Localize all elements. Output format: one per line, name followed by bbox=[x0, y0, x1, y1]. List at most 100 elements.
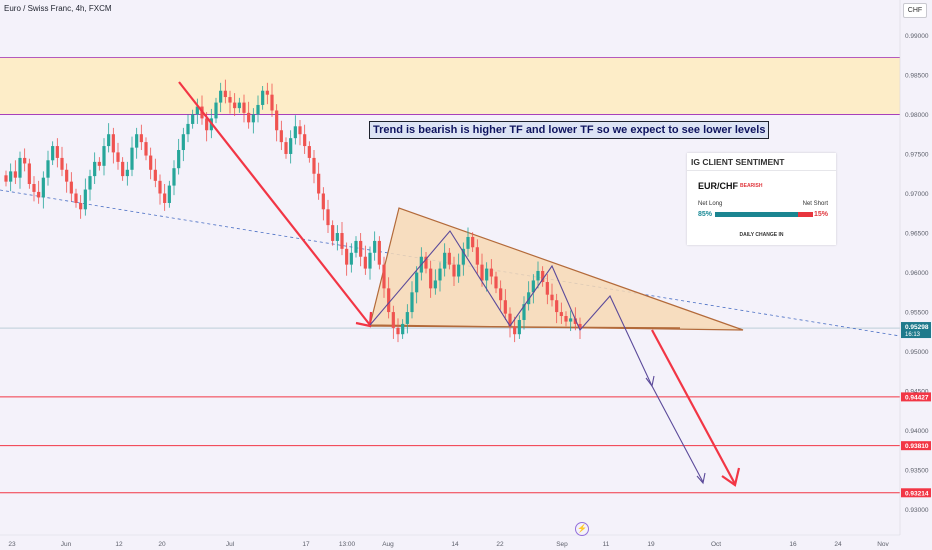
candle-body bbox=[112, 134, 115, 152]
candle-body bbox=[480, 265, 483, 281]
candle-body bbox=[452, 265, 455, 277]
price-label-countdown: 16:13 bbox=[905, 332, 921, 338]
candle-body bbox=[354, 241, 357, 253]
candle-body bbox=[294, 126, 297, 138]
candle-body bbox=[490, 269, 493, 277]
x-tick-label: Oct bbox=[711, 541, 721, 548]
candle-body bbox=[219, 91, 222, 103]
candle-body bbox=[499, 288, 502, 300]
candle-body bbox=[308, 146, 311, 158]
candle-body bbox=[228, 97, 231, 103]
candle-body bbox=[289, 138, 292, 154]
y-tick-label: 0.96500 bbox=[905, 231, 929, 238]
candle-body bbox=[382, 265, 385, 289]
candle-body bbox=[28, 163, 31, 184]
x-tick-label: 19 bbox=[647, 541, 655, 548]
candle-body bbox=[555, 300, 558, 312]
price-label: 0.93810 bbox=[901, 441, 931, 450]
net-long-label: Net Long bbox=[698, 201, 722, 207]
candle-body bbox=[224, 91, 227, 97]
x-tick-label: Sep bbox=[556, 541, 568, 548]
candle-body bbox=[65, 170, 68, 182]
candle-body bbox=[46, 160, 49, 177]
candle-body bbox=[79, 203, 82, 209]
candle-body bbox=[23, 158, 26, 164]
candle-body bbox=[429, 269, 432, 289]
annotation-text-box[interactable]: Trend is bearish is higher TF and lower … bbox=[369, 121, 769, 139]
x-tick-label: 13:00 bbox=[339, 541, 356, 548]
candle-body bbox=[378, 241, 381, 265]
x-tick-label: 12 bbox=[115, 541, 123, 548]
candle-body bbox=[550, 295, 553, 301]
candle-body bbox=[434, 280, 437, 288]
candle-body bbox=[485, 269, 488, 281]
candle-body bbox=[476, 247, 479, 264]
candle-body bbox=[60, 158, 63, 170]
y-tick-label: 0.97000 bbox=[905, 191, 929, 198]
flash-icon[interactable]: ⚡ bbox=[575, 522, 589, 536]
candle-body bbox=[182, 134, 185, 150]
candle-body bbox=[373, 241, 376, 253]
candle-body bbox=[466, 237, 469, 249]
candle-body bbox=[270, 95, 273, 111]
candle-body bbox=[546, 282, 549, 295]
candle-body bbox=[392, 312, 395, 328]
candle-body bbox=[135, 134, 138, 147]
y-tick-label: 0.96000 bbox=[905, 270, 929, 277]
candle-body bbox=[261, 91, 264, 105]
candle-body bbox=[149, 156, 152, 170]
candle-body bbox=[102, 146, 105, 166]
candle-body bbox=[107, 134, 110, 146]
candle-body bbox=[345, 249, 348, 265]
daily-change-link[interactable]: DAILY CHANGE IN bbox=[687, 232, 836, 238]
x-tick-label: 11 bbox=[603, 541, 610, 548]
candle-body bbox=[536, 271, 539, 280]
candle-body bbox=[37, 192, 40, 198]
chart-title: Euro / Swiss Franc, 4h, FXCM bbox=[4, 4, 112, 13]
candle-body bbox=[172, 168, 175, 185]
candle-body bbox=[504, 300, 507, 313]
y-tick-label: 0.99000 bbox=[905, 33, 929, 40]
x-tick-label: 24 bbox=[834, 541, 842, 548]
candle-body bbox=[457, 265, 460, 277]
price-label-text: 0.93214 bbox=[905, 490, 929, 497]
sentiment-header: IG CLIENT SENTIMENT bbox=[687, 153, 836, 171]
x-tick-label: 22 bbox=[496, 541, 504, 548]
candle-body bbox=[256, 105, 259, 114]
currency-badge[interactable]: CHF bbox=[903, 3, 927, 18]
candle-body bbox=[396, 328, 399, 334]
candle-body bbox=[14, 171, 17, 177]
y-tick-label: 0.94000 bbox=[905, 428, 929, 435]
candle-body bbox=[359, 241, 362, 257]
candle-body bbox=[163, 193, 166, 202]
candle-body bbox=[51, 146, 54, 160]
candle-body bbox=[564, 316, 567, 322]
y-tick-label: 0.97500 bbox=[905, 151, 929, 158]
supply-zone bbox=[0, 58, 900, 115]
candle-body bbox=[214, 103, 217, 119]
candle-body bbox=[275, 110, 278, 130]
price-label-text: 0.95298 bbox=[905, 324, 929, 331]
candle-body bbox=[471, 237, 474, 247]
candle-body bbox=[364, 257, 367, 269]
price-label: 0.93214 bbox=[901, 488, 931, 497]
y-tick-label: 0.98500 bbox=[905, 72, 929, 79]
candle-body bbox=[494, 277, 497, 289]
y-tick-label: 0.95500 bbox=[905, 310, 929, 317]
price-label-text: 0.94427 bbox=[905, 394, 929, 401]
candle-body bbox=[158, 181, 161, 194]
candle-body bbox=[4, 175, 7, 181]
candle-body bbox=[74, 193, 77, 202]
x-tick-label: Jun bbox=[61, 541, 72, 548]
x-tick-label: 14 bbox=[451, 541, 459, 548]
candle-body bbox=[443, 253, 446, 269]
ig-sentiment-widget[interactable]: IG CLIENT SENTIMENT EUR/CHF BEARISH Net … bbox=[687, 153, 836, 245]
candle-body bbox=[401, 324, 404, 334]
candle-body bbox=[242, 103, 245, 113]
candle-body bbox=[326, 209, 329, 225]
candle-body bbox=[191, 114, 194, 123]
candle-body bbox=[298, 126, 301, 134]
net-short-value: 15% bbox=[814, 211, 828, 218]
candle-body bbox=[368, 253, 371, 269]
